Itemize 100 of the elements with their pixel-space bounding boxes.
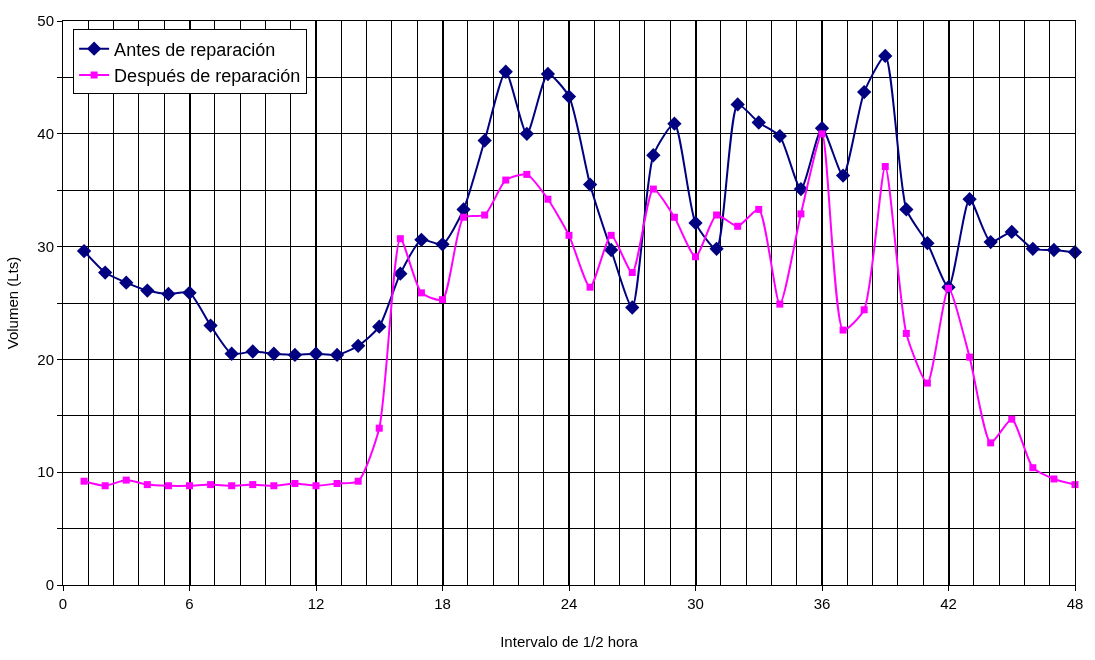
point (224, 346, 239, 361)
y-tick-label: 50 (37, 12, 54, 30)
point (439, 296, 446, 304)
point (333, 479, 341, 487)
point (228, 482, 236, 490)
point (417, 289, 425, 297)
point (625, 300, 640, 315)
y-tick-label: 10 (37, 463, 54, 481)
point (287, 347, 303, 363)
point (878, 48, 893, 64)
x-axis-title: Intervalo de 1/2 hora (500, 633, 639, 650)
point (607, 231, 615, 239)
point (899, 202, 914, 217)
x-tick-label: 6 (185, 595, 194, 612)
point (1029, 464, 1037, 472)
x-tick-label: 24 (560, 595, 578, 612)
point (481, 211, 489, 219)
point (519, 126, 534, 141)
point (122, 476, 130, 484)
point (101, 482, 109, 490)
y-tick-label: 40 (37, 125, 54, 143)
y-axis-title: Volumen (Lts) (3, 256, 21, 350)
point (164, 482, 172, 490)
point (734, 222, 742, 230)
point (540, 66, 556, 82)
point (186, 482, 193, 490)
point (667, 116, 682, 131)
point (477, 133, 492, 148)
point (460, 213, 468, 221)
point (881, 163, 889, 171)
point (312, 482, 320, 490)
point (1050, 475, 1058, 483)
point (772, 128, 787, 144)
point (797, 210, 805, 218)
x-tick-label: 42 (940, 595, 957, 612)
x-tick-label: 36 (813, 595, 831, 612)
point (354, 477, 362, 485)
x-tick-label: 30 (687, 595, 704, 612)
point (561, 89, 577, 104)
point (755, 205, 763, 213)
point (902, 329, 910, 337)
point (1004, 224, 1019, 240)
point (98, 265, 113, 280)
point (351, 338, 366, 354)
point (270, 482, 278, 490)
point (502, 176, 510, 184)
point (582, 177, 598, 192)
point (498, 64, 513, 79)
point (1025, 241, 1040, 257)
point (182, 285, 197, 300)
point (604, 242, 619, 258)
point (860, 306, 868, 314)
point (713, 211, 721, 219)
point (203, 318, 218, 333)
y-tick-label: 0 (45, 576, 54, 594)
point (1008, 415, 1016, 423)
point (291, 479, 299, 487)
point (161, 286, 176, 302)
point (839, 326, 847, 334)
point (857, 84, 872, 100)
point (414, 232, 429, 247)
point (245, 344, 260, 359)
point (140, 283, 155, 298)
point (793, 181, 809, 197)
point (983, 234, 998, 250)
point (523, 170, 531, 178)
y-tick-label: 20 (37, 350, 54, 368)
point (649, 185, 657, 193)
x-tick-label: 12 (307, 595, 325, 612)
point (1046, 242, 1062, 258)
x-tick-label: 18 (434, 595, 451, 612)
legend-label: Antes de reparación (114, 39, 276, 60)
point (920, 236, 935, 251)
x-tick-label: 48 (1066, 595, 1084, 612)
point (962, 192, 977, 207)
point (692, 253, 699, 261)
point (565, 231, 573, 239)
point (751, 115, 766, 130)
point (393, 266, 408, 281)
point (266, 346, 281, 361)
point (646, 148, 661, 163)
point (966, 353, 974, 361)
point (76, 243, 92, 259)
point (835, 168, 851, 183)
point (730, 97, 745, 112)
point (375, 424, 383, 432)
point (207, 481, 215, 489)
point (923, 379, 931, 387)
point (586, 283, 594, 291)
point (628, 269, 636, 277)
x-tick-label: 0 (58, 595, 68, 612)
point (329, 347, 345, 363)
point (143, 481, 151, 489)
point (80, 477, 88, 485)
point (372, 319, 387, 334)
point (119, 275, 134, 290)
point (308, 346, 324, 361)
point (544, 195, 552, 203)
point (435, 237, 450, 252)
y-tick-label: 30 (37, 237, 54, 255)
